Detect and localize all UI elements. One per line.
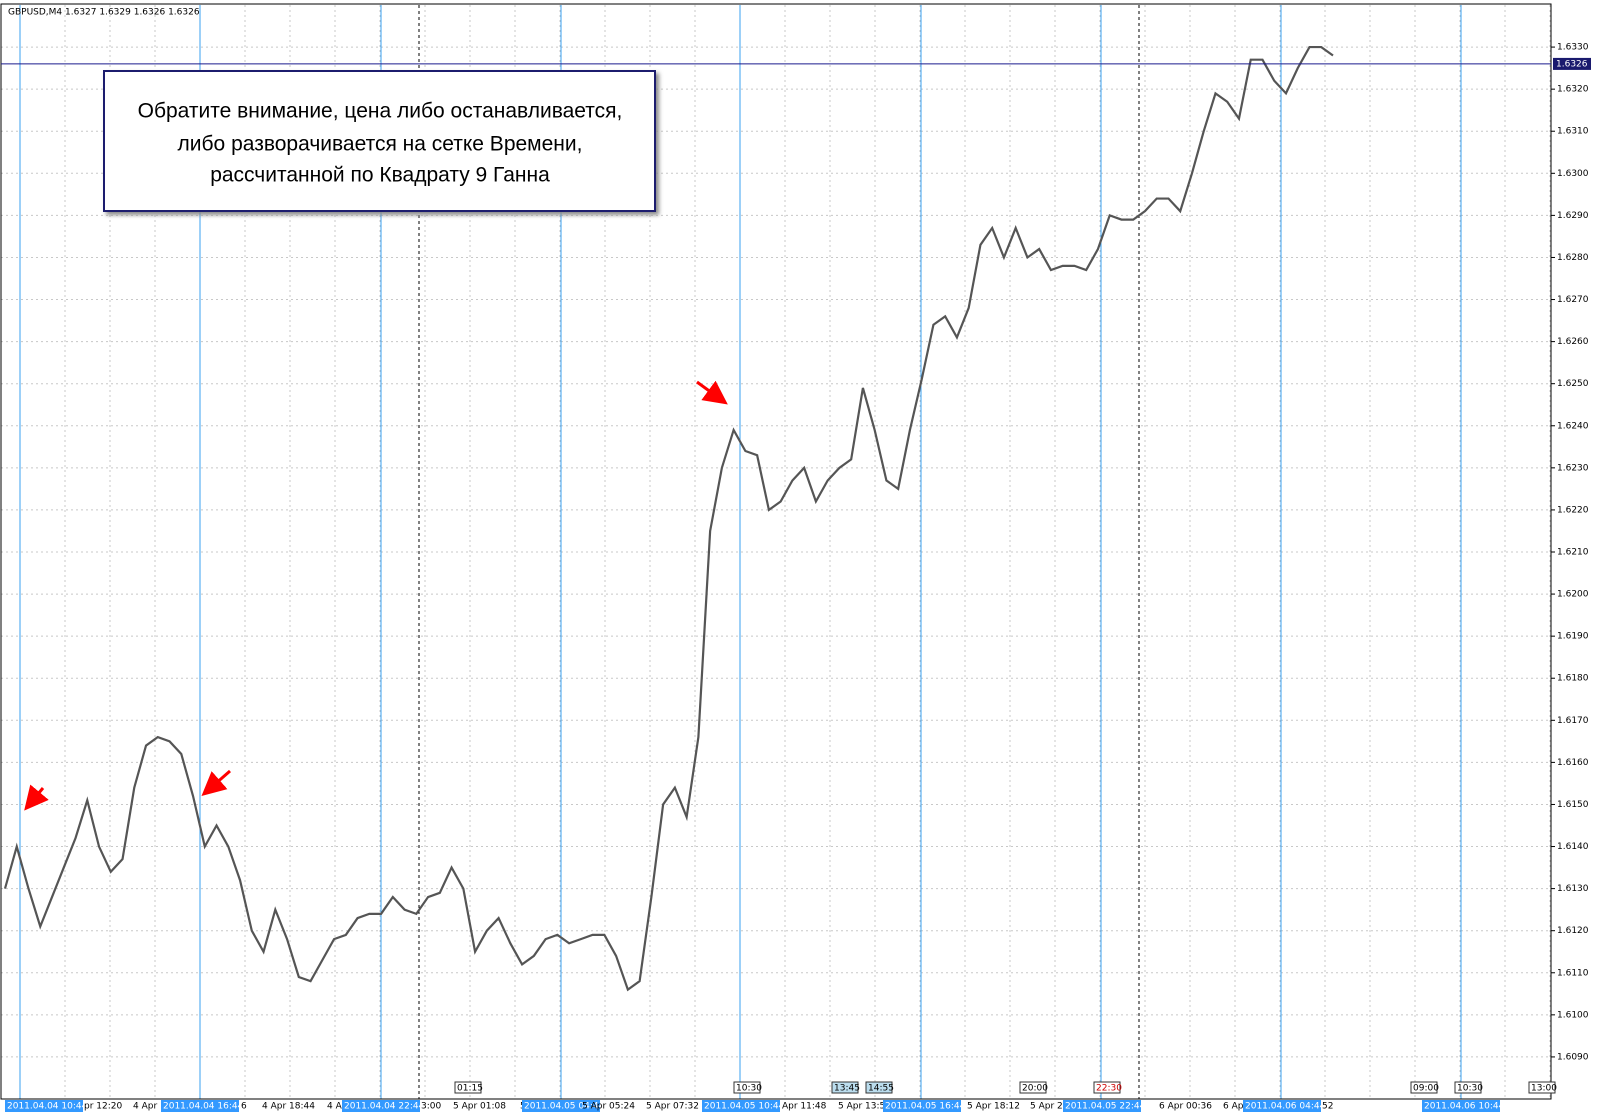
y-tick-label: 1.6280 [1557, 253, 1589, 263]
annotation-line: Обратите внимание, цена либо останавлива… [138, 100, 623, 123]
time-marker [1093, 1081, 1121, 1094]
time-label-highlight [342, 1100, 420, 1112]
y-tick-label: 1.6310 [1557, 127, 1589, 137]
time-label: pr 12:20 [84, 1102, 122, 1112]
time-marker [1410, 1081, 1438, 1094]
time-marker [831, 1081, 859, 1094]
time-marker-label: 22:30 [1096, 1084, 1122, 1094]
y-tick-label: 1.6180 [1557, 674, 1589, 684]
y-tick-label: 1.6250 [1557, 379, 1589, 389]
time-label: 2011.04.04 16:44 [163, 1102, 244, 1112]
time-label: 2011.04.05 10:44 [704, 1102, 785, 1112]
price-line [3, 45, 1334, 992]
y-tick-label: 1.6090 [1557, 1052, 1589, 1062]
time-label: 2011.04.04 22:44 [344, 1102, 425, 1112]
time-label-highlight [1243, 1100, 1321, 1112]
time-label-highlight [883, 1100, 961, 1112]
time-label: 5 Apr 18:12 [967, 1102, 1020, 1112]
y-tick-label: 1.6170 [1557, 716, 1589, 726]
time-label: 2011.04.05 16:44 [885, 1102, 966, 1112]
time-label-highlight [702, 1100, 780, 1112]
time-marker [733, 1081, 761, 1094]
arrow [24, 784, 49, 811]
y-tick-label: 1.6150 [1557, 800, 1589, 810]
current-price-box [1553, 57, 1591, 70]
time-marker-label: 10:30 [1457, 1084, 1483, 1094]
time-marker-label: 09:00 [1413, 1084, 1439, 1094]
y-tick-label: 1.6200 [1557, 590, 1589, 600]
time-marker [1528, 1081, 1556, 1094]
y-tick-label: 1.6290 [1557, 211, 1589, 221]
current-price-label: 1.6326 [1556, 59, 1588, 69]
annotation-box [103, 70, 656, 212]
y-tick-label: 1.6190 [1557, 632, 1589, 642]
annotation-line: рассчитанной по Квадрату 9 Ганна [210, 164, 550, 187]
time-marker [1454, 1081, 1482, 1094]
time-label: Apr 11:48 [782, 1102, 827, 1112]
time-label: 6 Apr 00:36 [1159, 1102, 1212, 1112]
annotation-line: либо разворачивается на сетке Времени, [178, 133, 583, 156]
y-tick-label: 1.6320 [1557, 85, 1589, 95]
time-label: 2011.04.05 22:44 [1065, 1102, 1146, 1112]
time-marker-label: 01:15 [457, 1084, 483, 1094]
time-marker [865, 1081, 893, 1094]
time-label-highlight [161, 1100, 239, 1112]
time-marker-label: 10:30 [736, 1084, 762, 1094]
y-tick-label: 1.6240 [1557, 421, 1589, 431]
y-tick-label: 1.6120 [1557, 926, 1589, 936]
symbol-header: GBPUSD,M4 1.6327 1.6329 1.6326 1.6326 [8, 8, 200, 18]
time-label: 5 Apr 05:24 [582, 1102, 635, 1112]
time-marker-label: 13:00 [1531, 1084, 1557, 1094]
time-label: 6 [241, 1102, 247, 1112]
time-label: 5 Apr 2 [1030, 1102, 1063, 1112]
time-label: 52 [1322, 1102, 1333, 1112]
time-label: 2011.04.06 10:44 [1424, 1102, 1505, 1112]
time-label: 2011.04.05 04:44 [524, 1102, 605, 1112]
y-tick-label: 1.6220 [1557, 505, 1589, 515]
time-label-highlight [5, 1100, 83, 1112]
time-marker [1019, 1081, 1047, 1094]
y-tick-label: 1.6330 [1557, 43, 1589, 53]
time-label: 4 Apr 18:44 [262, 1102, 315, 1112]
y-tick-label: 1.6210 [1557, 548, 1589, 558]
y-tick-label: 1.6260 [1557, 337, 1589, 347]
y-tick-label: 1.6300 [1557, 169, 1589, 179]
time-marker-label: 20:00 [1022, 1084, 1048, 1094]
time-label: 2011.04.06 04:44 [1245, 1102, 1326, 1112]
arrow [696, 380, 728, 405]
time-marker-label: 14:55 [868, 1084, 894, 1094]
arrow [201, 769, 231, 796]
y-tick-label: 1.6270 [1557, 295, 1589, 305]
time-label: 3:00 [421, 1102, 441, 1112]
y-tick-label: 1.6230 [1557, 463, 1589, 473]
time-label: 4 Apr 1 [133, 1102, 166, 1112]
time-marker [454, 1081, 482, 1094]
time-label: 2011.04.04 10:44 [7, 1102, 88, 1112]
y-tick-label: 1.6130 [1557, 884, 1589, 894]
y-tick-label: 1.6110 [1557, 968, 1589, 978]
time-label: 5 Apr 01:08 [453, 1102, 506, 1112]
time-label: 6 Ap [1223, 1102, 1244, 1112]
time-label: 5 Apr 13:5 [838, 1102, 885, 1112]
time-label-highlight [1063, 1100, 1141, 1112]
time-label: 4 Apr [327, 1102, 351, 1112]
time-label: 5 Apr 07:32 [646, 1102, 699, 1112]
y-tick-label: 1.6140 [1557, 842, 1589, 852]
time-label-highlight [522, 1100, 600, 1112]
y-tick-label: 1.6160 [1557, 758, 1589, 768]
time-label-highlight [1422, 1100, 1500, 1112]
y-tick-label: 1.6100 [1557, 1010, 1589, 1020]
time-marker-label: 13:45 [834, 1084, 860, 1094]
